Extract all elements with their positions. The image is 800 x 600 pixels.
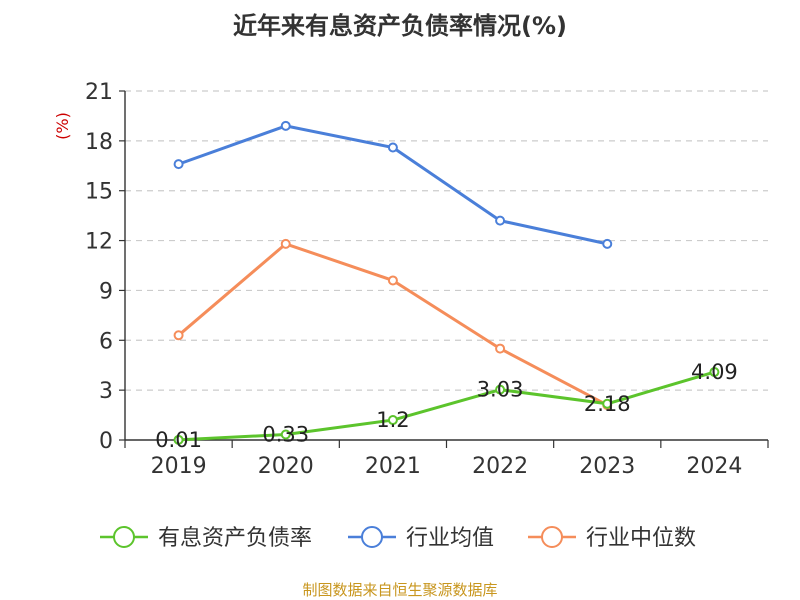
data-label: 4.09 [691, 360, 738, 384]
series-0 [173, 367, 720, 445]
data-label: 2.18 [584, 392, 631, 416]
y-axis-label: (%) [53, 112, 72, 140]
data-label: 1.2 [376, 408, 409, 432]
legend-label: 行业中位数 [586, 526, 696, 551]
source-note: 制图数据来自恒生聚源数据库 [302, 581, 497, 599]
x-tick-label: 2023 [579, 454, 635, 479]
x-tick-label: 2019 [151, 454, 207, 479]
legend-marker [113, 526, 135, 548]
data-label: 0.33 [262, 423, 309, 447]
data-point [173, 434, 184, 445]
legend-item: 有息资产负债率 [100, 526, 312, 551]
data-point [495, 215, 506, 226]
y-tick-label: 9 [99, 279, 113, 304]
x-tick-label: 2022 [472, 454, 528, 479]
data-point [602, 398, 613, 409]
legend-label: 行业均值 [406, 526, 494, 551]
axes: 0 3 6 9 12 15 18 21 2019 2020 2021 2022 2023 2024 [85, 80, 769, 479]
legend: 有息资产负债率 行业均值 行业中位数 [100, 526, 696, 551]
y-tick-label: 3 [99, 379, 113, 404]
y-tick-label: 21 [85, 80, 113, 105]
series-lines [173, 120, 720, 445]
x-tick-label: 2024 [686, 454, 742, 479]
y-tick-label: 0 [99, 429, 113, 454]
y-tick-label: 6 [99, 329, 113, 354]
series-2 [173, 238, 613, 411]
legend-label: 有息资产负债率 [158, 526, 312, 551]
x-tick-label: 2020 [258, 454, 314, 479]
data-point [495, 384, 506, 395]
legend-item: 行业均值 [348, 526, 494, 551]
data-point [280, 120, 291, 131]
grid-lines [125, 90, 768, 391]
series-1 [173, 120, 613, 249]
y-tick-label: 12 [85, 230, 113, 255]
data-point [280, 429, 291, 440]
legend-marker [541, 526, 563, 548]
data-label: 0.01 [155, 428, 202, 452]
data-labels: 0.01 0.33 1.2 3.03 2.18 4.09 [155, 360, 738, 452]
x-tick-label: 2021 [365, 454, 421, 479]
y-tick-label: 18 [85, 130, 113, 155]
data-label: 3.03 [477, 378, 524, 402]
series-line [177, 242, 608, 407]
data-point [602, 238, 613, 249]
series-line [178, 370, 715, 442]
y-tick-label: 15 [85, 180, 113, 205]
data-point [709, 367, 720, 378]
chart-title: 近年来有息资产负债率情况(%) [233, 12, 567, 40]
data-point [387, 415, 398, 426]
data-point [387, 275, 398, 286]
legend-marker [361, 526, 383, 548]
legend-item: 行业中位数 [528, 526, 696, 551]
data-point [173, 330, 184, 341]
data-point [495, 343, 506, 354]
data-point [387, 142, 398, 153]
data-point [280, 238, 291, 249]
data-point [173, 159, 184, 170]
